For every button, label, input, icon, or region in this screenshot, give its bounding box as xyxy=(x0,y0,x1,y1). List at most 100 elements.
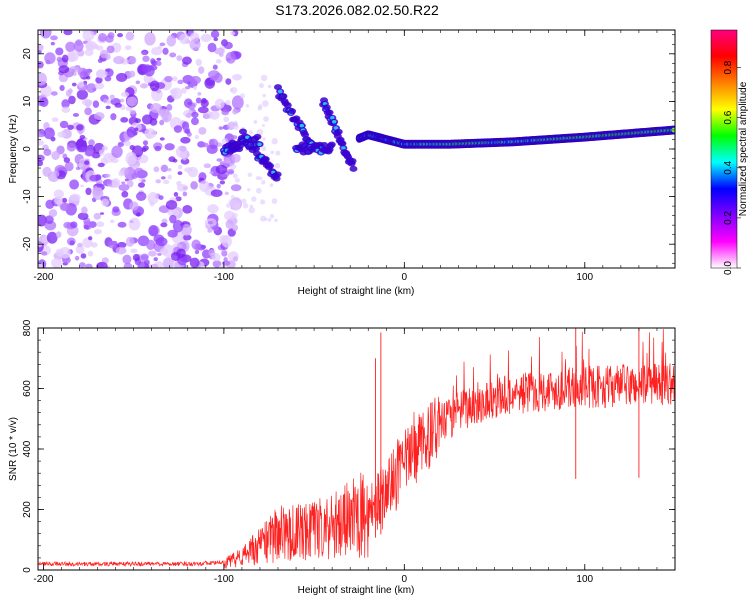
noise-blob xyxy=(93,30,99,33)
noise-blob xyxy=(197,91,202,96)
noise-blob xyxy=(214,98,225,109)
noise-blob xyxy=(195,58,202,67)
noise-blob xyxy=(55,248,64,257)
colorbar-tick-label: 0.0 xyxy=(723,261,734,275)
noise-blob xyxy=(213,37,219,42)
noise-blob xyxy=(159,137,165,141)
y-tick-label: 0 xyxy=(22,146,33,152)
noise-blob xyxy=(84,160,90,165)
noise-blob xyxy=(212,260,222,268)
noise-blob xyxy=(39,30,52,39)
noise-blob xyxy=(76,89,88,100)
noise-blob xyxy=(148,250,157,257)
noise-blob xyxy=(210,189,223,197)
noise-blob xyxy=(88,236,93,241)
noise-blob xyxy=(81,99,93,106)
noise-blob xyxy=(148,224,159,237)
noise-blob xyxy=(184,128,191,134)
noise-blob xyxy=(182,155,187,161)
noise-blob xyxy=(53,170,60,177)
noise-blob xyxy=(73,40,84,52)
noise-blob xyxy=(191,239,201,250)
noise-blob xyxy=(50,91,58,96)
noise-blob xyxy=(118,184,130,192)
noise-blob xyxy=(255,187,262,194)
noise-blob xyxy=(166,35,177,47)
noise-blob xyxy=(104,173,111,178)
noise-blob xyxy=(228,121,236,128)
noise-blob xyxy=(194,249,200,255)
noise-blob xyxy=(176,180,182,187)
noise-blob xyxy=(147,191,159,205)
noise-blob xyxy=(275,150,281,156)
y-tick-label: 0 xyxy=(22,567,33,573)
signal-blob xyxy=(341,146,346,150)
noise-blob xyxy=(51,117,59,122)
noise-blob xyxy=(207,228,213,233)
noise-blob xyxy=(200,33,212,43)
noise-blob xyxy=(137,182,145,188)
noise-blob xyxy=(230,31,236,36)
noise-blob xyxy=(144,128,157,139)
noise-blob xyxy=(80,253,87,259)
noise-blob xyxy=(153,166,160,173)
noise-blob xyxy=(57,131,66,138)
y-tick-label: -20 xyxy=(22,237,33,252)
noise-blob xyxy=(169,52,177,58)
noise-blob xyxy=(219,180,226,185)
noise-blob xyxy=(38,214,48,227)
noise-blob xyxy=(67,124,74,130)
noise-blob xyxy=(262,100,269,107)
noise-blob xyxy=(93,229,102,235)
noise-blob xyxy=(167,174,172,180)
noise-blob xyxy=(90,242,98,248)
noise-blob xyxy=(84,149,94,157)
noise-blob xyxy=(66,51,76,63)
noise-blob xyxy=(56,56,63,63)
noise-blob xyxy=(229,163,237,170)
noise-blob xyxy=(199,180,210,192)
noise-blob xyxy=(82,30,95,41)
noise-blob xyxy=(207,42,217,53)
noise-blob xyxy=(225,78,232,85)
signal-blob xyxy=(331,119,337,124)
noise-blob xyxy=(176,55,183,62)
spectrogram-noise-layer xyxy=(38,30,281,268)
noise-blob xyxy=(101,198,110,207)
noise-blob xyxy=(172,219,184,233)
noise-blob xyxy=(44,52,56,65)
noise-blob xyxy=(45,199,55,210)
noise-blob xyxy=(107,180,112,185)
x-tick-label: -100 xyxy=(214,272,234,283)
noise-blob xyxy=(206,144,218,155)
noise-blob xyxy=(76,124,84,131)
noise-blob xyxy=(224,191,229,196)
x-tick-label: 0 xyxy=(402,272,408,283)
colorbar-tick-label: 0.2 xyxy=(723,211,734,225)
noise-blob xyxy=(137,154,149,164)
noise-blob xyxy=(51,257,62,268)
noise-blob xyxy=(230,195,235,200)
noise-blob xyxy=(209,171,214,174)
noise-blob xyxy=(136,212,141,217)
signal-blob xyxy=(288,108,297,115)
spectrogram-signal-layer xyxy=(219,84,675,182)
noise-blob xyxy=(119,98,125,103)
noise-blob xyxy=(66,142,77,152)
noise-blob xyxy=(214,47,225,55)
noise-blob xyxy=(169,214,177,224)
noise-blob xyxy=(64,161,74,172)
noise-blob xyxy=(162,47,169,55)
noise-blob xyxy=(191,117,199,126)
signal-blob xyxy=(299,123,305,128)
noise-blob xyxy=(50,41,55,46)
noise-blob xyxy=(129,109,136,115)
noise-blob xyxy=(177,171,183,176)
noise-blob xyxy=(69,240,75,246)
noise-blob xyxy=(232,224,239,232)
x-tick-label: -100 xyxy=(214,574,234,585)
noise-blob xyxy=(113,56,125,65)
noise-blob xyxy=(105,34,114,43)
noise-blob xyxy=(72,112,80,117)
noise-blob xyxy=(162,244,174,258)
